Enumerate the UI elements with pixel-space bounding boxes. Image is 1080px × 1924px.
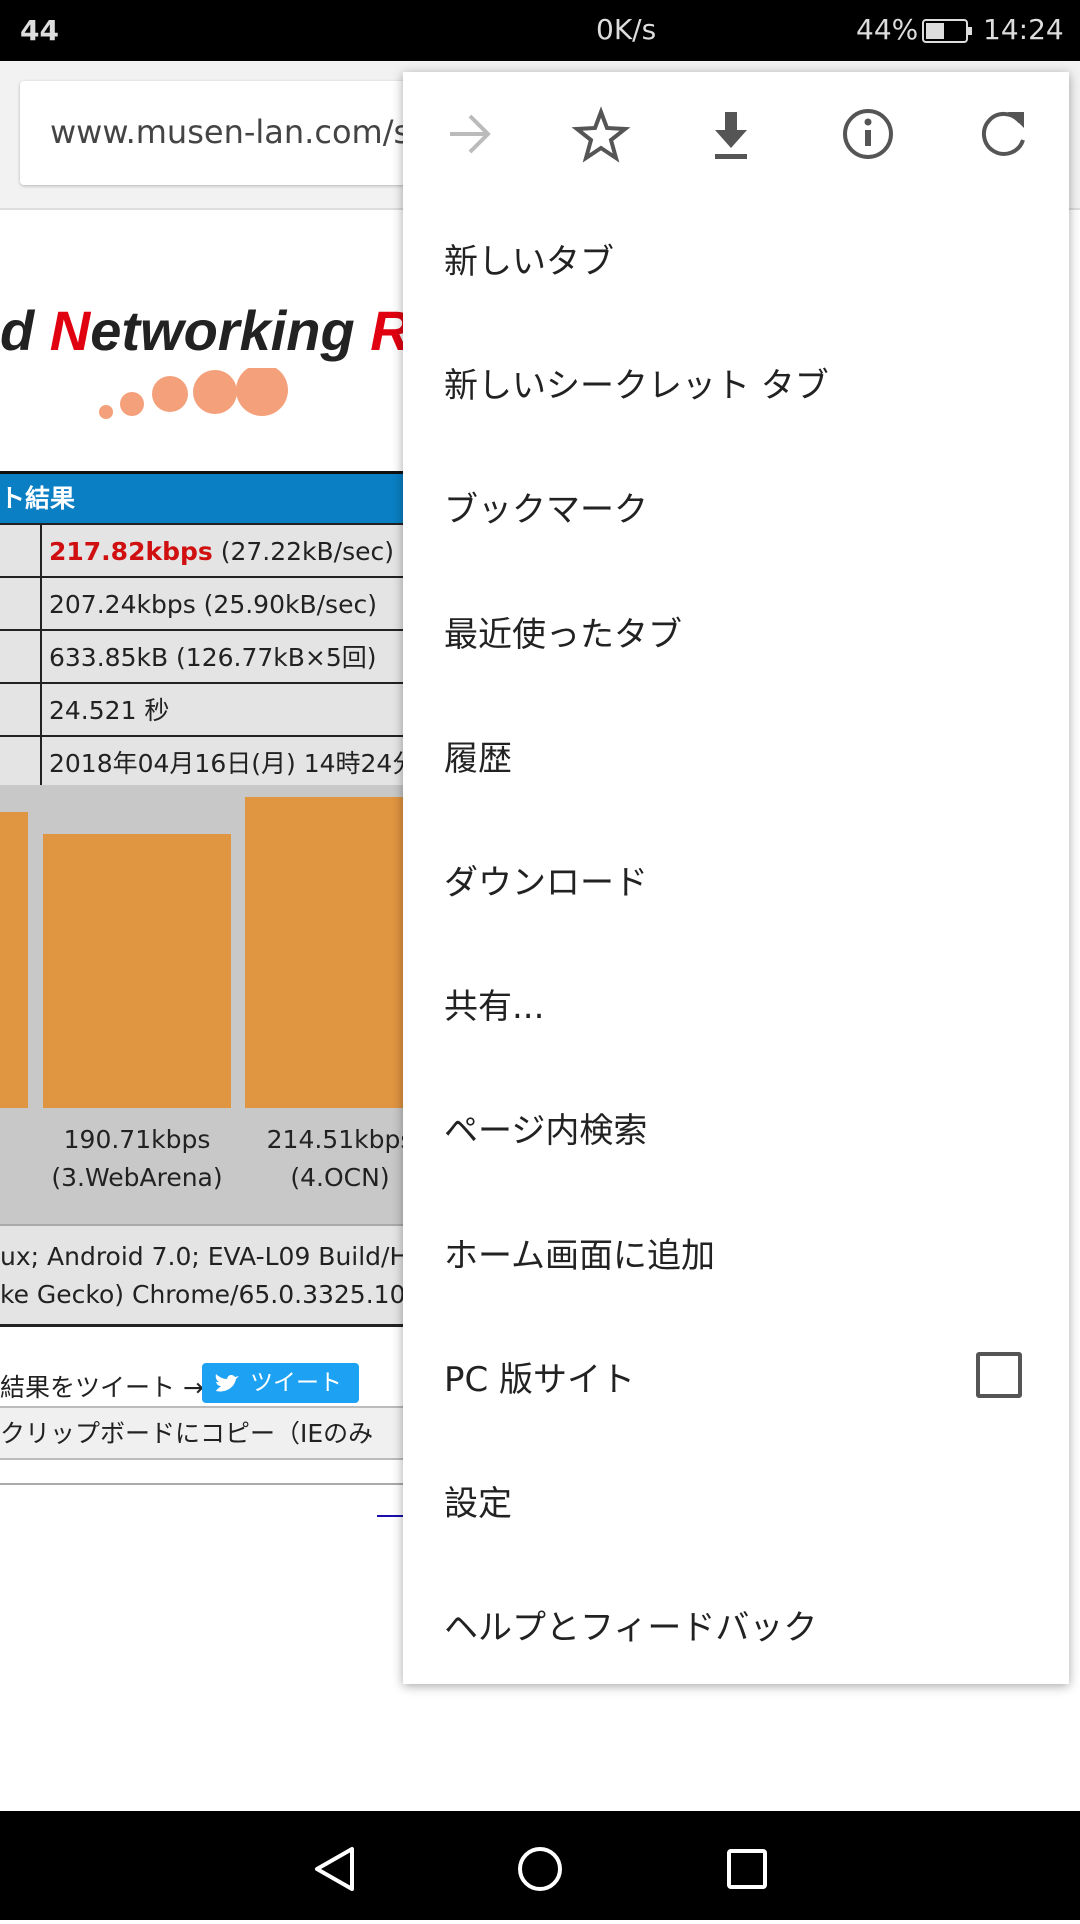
forward-icon[interactable]: [450, 114, 491, 154]
ua-line: ux; Android 7.0; EVA-L09 Build/HUA: [0, 1242, 403, 1271]
clock: 14:24: [983, 13, 1064, 46]
menu-item[interactable]: 履歴: [444, 739, 512, 779]
notification-count: 44: [20, 14, 59, 47]
home-button[interactable]: [518, 1847, 562, 1891]
speed-detail: (27.22kB/sec): [220, 537, 395, 566]
nav-icons: [315, 1847, 767, 1891]
clipboard-text[interactable]: クリップボードにコピー（IEのみ: [0, 1419, 374, 1448]
header-text: ト結果: [0, 484, 76, 513]
tweet-button-label[interactable]: ツイート: [250, 1370, 342, 1396]
net-speed: 0K/s: [596, 13, 657, 46]
status-bar: 44 0K/s 44% 14:24: [0, 0, 1080, 61]
cell: 207.24kbps (25.90kB/sec): [40, 578, 403, 631]
logo-part: N: [49, 299, 91, 362]
table-row: 217.82kbps (27.22kB/sec): [0, 523, 403, 578]
menu-item[interactable]: 設定: [444, 1484, 512, 1524]
table-row: 207.24kbps (25.90kB/sec): [0, 576, 403, 631]
menu-icons: [450, 106, 1025, 163]
url-text[interactable]: www.musen-lan.com/s: [50, 113, 411, 151]
cell: 2018年04月16日(月) 14時24分: [40, 737, 403, 787]
cell: 24.521 秒: [40, 684, 403, 737]
logo-part: etworking: [90, 299, 371, 362]
table-row: 24.521 秒: [0, 682, 403, 737]
clipboard-box[interactable]: [0, 1406, 403, 1460]
nav-bar: [0, 1811, 1080, 1920]
bar-label: 190.71kbps: [63, 1125, 211, 1154]
checkbox[interactable]: [976, 1352, 1022, 1398]
menu-item[interactable]: ページ内検索: [444, 1111, 648, 1151]
menu-item[interactable]: 最近使ったタブ: [444, 615, 682, 655]
battery-icon: [922, 19, 972, 43]
recents-button[interactable]: [727, 1849, 767, 1889]
bar: [43, 834, 231, 1108]
menu-item[interactable]: 新しいシークレット タブ: [444, 366, 829, 406]
menu-item[interactable]: ダウンロード: [444, 863, 648, 903]
bar-label: (4.OCN): [290, 1163, 390, 1192]
speed-value: 217.82kbps: [49, 537, 213, 566]
info-icon[interactable]: [843, 109, 893, 159]
back-button[interactable]: [315, 1847, 354, 1891]
table-row: 633.85kB (126.77kB×5回): [0, 629, 403, 684]
cell: 633.85kB (126.77kB×5回): [40, 631, 403, 684]
menu-item[interactable]: PC 版サイト: [444, 1360, 636, 1400]
overflow-menu: 新しいタブ 新しいシークレット タブ ブックマーク 最近使ったタブ 履歴 ダウン…: [403, 72, 1069, 1684]
ua-line: ke Gecko) Chrome/65.0.3325.109 M: [0, 1280, 403, 1309]
link-underline: [377, 1515, 403, 1517]
tweet-button[interactable]: ツイート: [202, 1363, 359, 1403]
divider: [0, 1483, 403, 1485]
bar-label: (3.WebArena): [51, 1163, 223, 1192]
bookmark-icon[interactable]: [571, 106, 631, 163]
menu-item[interactable]: 共有...: [444, 987, 545, 1027]
bar: [245, 797, 403, 1108]
menu-item[interactable]: ホーム画面に追加: [444, 1236, 715, 1276]
menu-item[interactable]: ヘルプとフィードバック: [444, 1608, 818, 1648]
site-logo: d Networking R: [0, 298, 411, 363]
ua-box: [0, 1224, 403, 1327]
reload-icon[interactable]: [981, 111, 1025, 156]
menu-item[interactable]: ブックマーク: [444, 490, 648, 530]
download-icon[interactable]: [715, 112, 747, 159]
bar-label: 214.51kbps: [266, 1125, 414, 1154]
bar-chart: 190.71kbps (3.WebArena) 214.51kbps (4.OC…: [0, 785, 413, 1224]
logo-bubbles: [99, 368, 288, 419]
twitter-icon: [215, 1374, 239, 1392]
tweet-text: 結果をツイート →: [0, 1373, 204, 1402]
table-header: ト結果: [0, 471, 403, 526]
table-row: 2018年04月16日(月) 14時24分: [0, 735, 403, 787]
menu-item[interactable]: 新しいタブ: [444, 242, 614, 282]
result-table: ト結果 217.82kbps (27.22kB/sec) 207.24kbps …: [0, 471, 403, 789]
bar: [0, 812, 28, 1108]
logo-part: d: [0, 299, 50, 362]
battery-level: 44%: [856, 13, 919, 46]
